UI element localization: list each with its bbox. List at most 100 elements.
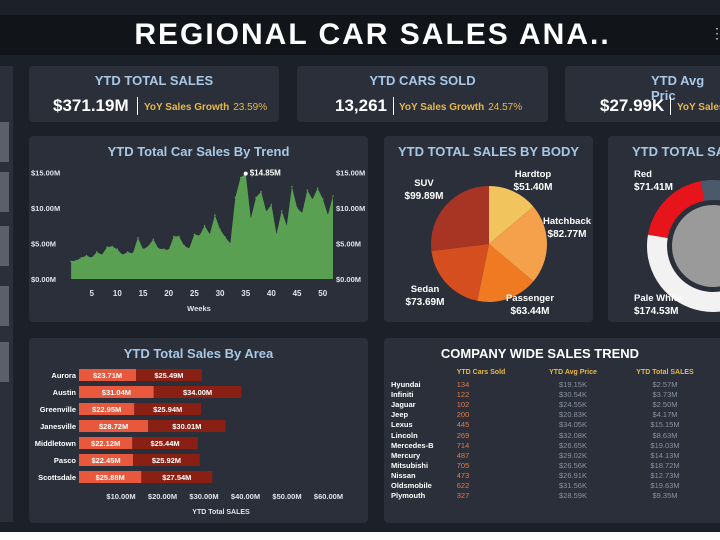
y-tick-label-right: $10.00M	[336, 204, 365, 213]
table-row[interactable]: Jeep 200 $20.83K $4.17M	[384, 410, 720, 422]
data-point[interactable]	[316, 187, 319, 189]
data-point[interactable]	[188, 247, 190, 250]
trend-area-chart[interactable]: $0.00M $0.00M $5.00M $5.00M $10.00M $10.00M $1…	[29, 136, 368, 322]
data-point[interactable]	[219, 228, 221, 231]
data-point[interactable]	[111, 245, 113, 248]
data-point[interactable]	[193, 233, 196, 236]
pie-slice-hatchback[interactable]	[489, 206, 547, 282]
color-donut-chart[interactable]: Red $71.41M Pale White $174.53M	[608, 136, 720, 322]
data-point[interactable]	[332, 195, 334, 197]
pie-slice-passenger[interactable]	[477, 244, 534, 302]
data-point[interactable]	[152, 238, 155, 241]
data-point[interactable]	[255, 196, 257, 199]
filter-button[interactable]	[0, 226, 9, 266]
table-row[interactable]: Hyundai 134 $19.15K $2.57M	[384, 380, 720, 392]
data-point[interactable]	[80, 256, 83, 259]
table-row[interactable]: Jaguar 102 $24.55K $2.50M	[384, 400, 720, 412]
data-point[interactable]	[137, 237, 139, 239]
data-point[interactable]	[234, 196, 237, 199]
area-series[interactable]	[71, 173, 333, 279]
data-point[interactable]	[116, 248, 119, 250]
data-point[interactable]	[85, 254, 88, 257]
filter-button[interactable]	[0, 122, 9, 162]
data-point[interactable]	[214, 214, 216, 216]
data-point[interactable]	[132, 252, 134, 255]
data-point[interactable]	[106, 246, 108, 248]
data-point[interactable]	[75, 259, 78, 262]
filter-button[interactable]	[0, 286, 9, 326]
body-pie-chart[interactable]: Hardtop $51.40M Hatchback $82.77M Passenger $…	[384, 136, 593, 322]
data-point[interactable]	[270, 203, 273, 206]
data-point[interactable]	[157, 247, 160, 250]
data-point[interactable]	[321, 198, 324, 200]
data-point[interactable]	[96, 251, 98, 253]
bar-segment-previous[interactable]	[148, 420, 226, 432]
bar-segment-previous[interactable]	[133, 454, 200, 466]
bar-segment-current[interactable]	[79, 471, 142, 483]
bar-segment-current[interactable]	[79, 437, 133, 449]
pie-slice-hardtop[interactable]	[489, 186, 534, 244]
data-point[interactable]	[90, 256, 93, 259]
pie-slice-sedan[interactable]	[431, 244, 489, 301]
data-point[interactable]	[239, 176, 242, 179]
data-point[interactable]	[162, 248, 165, 250]
data-point[interactable]	[327, 214, 329, 216]
data-point[interactable]	[121, 254, 124, 256]
column-header-cars-sold[interactable]: YTD Cars Sold	[456, 369, 506, 376]
table-row[interactable]: Mercedes-B 714 $26.65K $19.03M	[384, 441, 720, 453]
area-bar-chart[interactable]: Aurora $23.71M $25.49M Austin $31.04M $34.00M…	[29, 338, 368, 523]
bar-segment-previous[interactable]	[141, 471, 213, 483]
bar-segment-previous[interactable]	[132, 437, 198, 449]
data-point[interactable]	[178, 235, 180, 238]
bar-segment-current[interactable]	[79, 420, 149, 432]
table-row[interactable]: Lexus 445 $34.05K $15.15M	[384, 420, 720, 432]
data-point[interactable]	[167, 249, 170, 251]
table-row[interactable]: Oldsmobile 622 $31.56K $19.63M	[384, 481, 720, 493]
data-point[interactable]	[311, 198, 314, 201]
data-point[interactable]	[70, 260, 72, 263]
data-point[interactable]	[142, 248, 144, 250]
bar-segment-current[interactable]	[79, 454, 134, 466]
data-point[interactable]	[291, 185, 293, 188]
table-row[interactable]: Mitsubishi 705 $26.56K $18.72M	[384, 461, 720, 473]
bar-segment-previous[interactable]	[136, 369, 202, 381]
table-row[interactable]: Plymouth 327 $28.59K $9.35M	[384, 491, 720, 503]
data-point[interactable]	[209, 233, 211, 236]
bar-segment-current[interactable]	[79, 369, 137, 381]
data-point[interactable]	[198, 234, 201, 237]
menu-icon[interactable]: ⋮	[710, 25, 720, 41]
data-point[interactable]	[275, 233, 278, 236]
table-row[interactable]: Infiniti 122 $30.54K $3.73M	[384, 390, 720, 402]
data-point[interactable]	[183, 244, 185, 247]
filter-button[interactable]	[0, 172, 9, 212]
table-row[interactable]: Mercury 487 $29.02K $14.13M	[384, 451, 720, 463]
data-point[interactable]	[101, 254, 103, 256]
filter-button[interactable]	[0, 342, 9, 382]
donut-slice-red[interactable]	[647, 181, 705, 239]
data-point[interactable]	[126, 251, 129, 253]
table-row[interactable]: Lincoln 269 $32.08K $8.63M	[384, 431, 720, 443]
data-point[interactable]	[286, 225, 288, 227]
data-point[interactable]	[296, 207, 298, 209]
data-point[interactable]	[224, 236, 226, 238]
data-point[interactable]	[280, 210, 283, 212]
column-header-total-sales[interactable]: YTD Total SALES	[636, 369, 694, 376]
donut-slice-other[interactable]	[700, 180, 720, 269]
table-row[interactable]: Nissan 473 $26.91K $12.73M	[384, 471, 720, 483]
donut-slice-pale-white[interactable]	[647, 234, 720, 312]
data-point[interactable]	[250, 217, 252, 220]
data-point[interactable]	[203, 225, 206, 227]
data-point[interactable]	[265, 210, 268, 213]
data-point[interactable]	[147, 245, 149, 248]
column-header-avg-price[interactable]: YTD Avg Price	[549, 369, 597, 376]
pie-slice-suv[interactable]	[431, 186, 489, 251]
bar-segment-current[interactable]	[79, 386, 154, 398]
bar-segment-previous[interactable]	[134, 403, 202, 415]
data-point[interactable]	[301, 212, 304, 214]
bar-segment-current[interactable]	[79, 403, 135, 415]
data-point[interactable]	[306, 189, 309, 192]
bar-segment-previous[interactable]	[153, 386, 242, 398]
data-point[interactable]	[260, 190, 262, 193]
data-point[interactable]	[229, 242, 232, 245]
data-point[interactable]	[173, 235, 175, 238]
